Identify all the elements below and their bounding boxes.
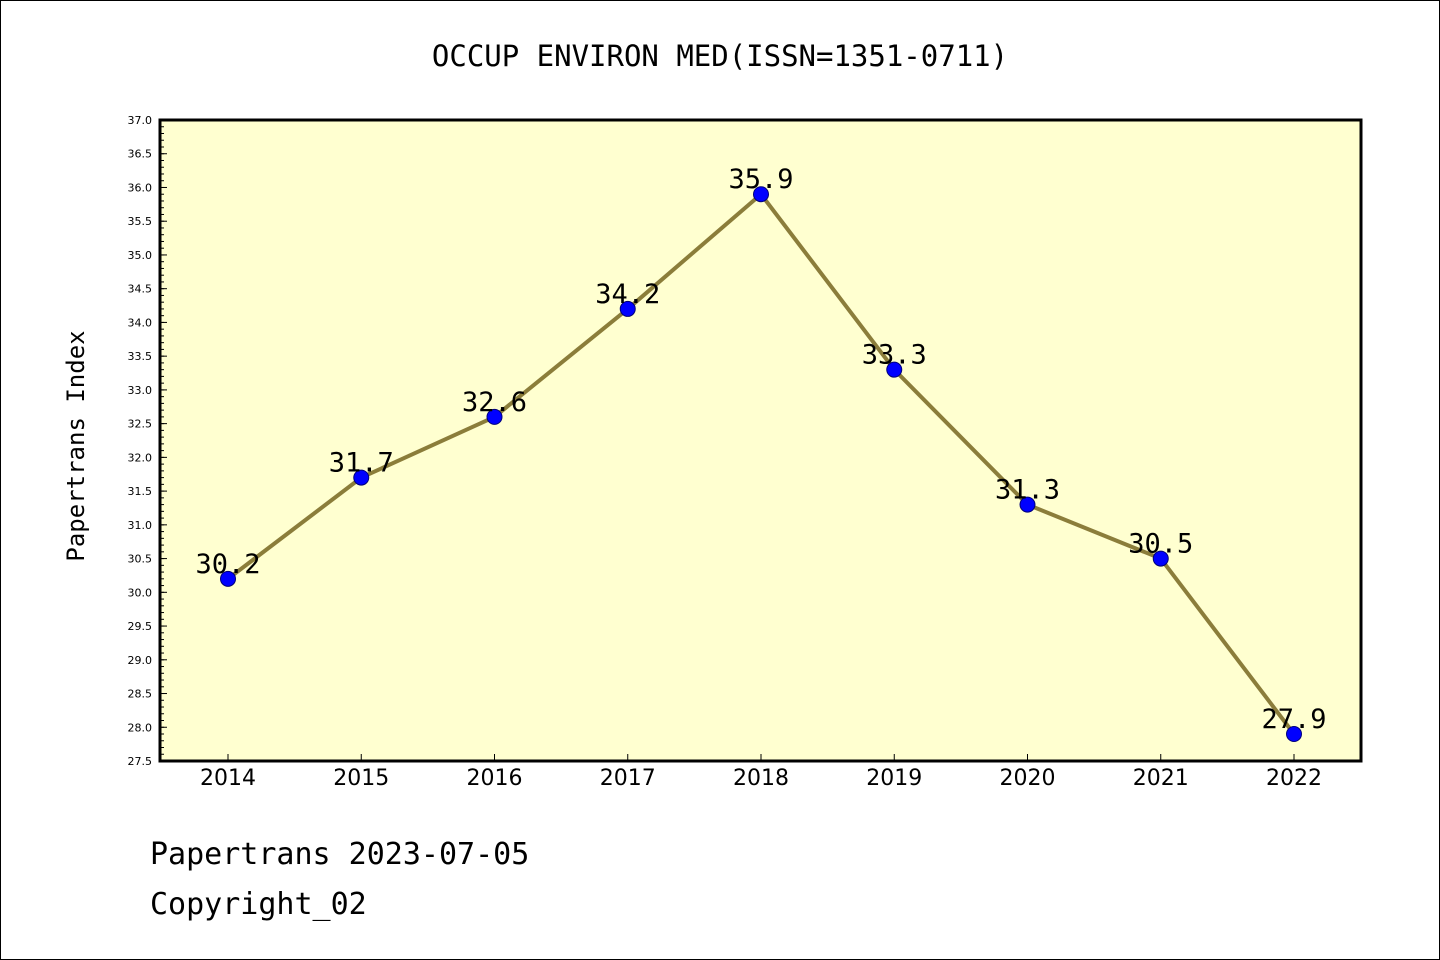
plot-area	[158, 118, 1363, 763]
data-label: 35.9	[728, 164, 793, 195]
data-point	[886, 361, 903, 378]
y-tick-label: 36.0	[128, 181, 153, 194]
y-tick-label: 30.5	[128, 553, 153, 566]
data-label: 30.2	[195, 549, 260, 580]
data-point	[486, 408, 503, 425]
y-tick-label: 36.5	[128, 148, 153, 161]
chart-title: OCCUP ENVIRON MED(ISSN=1351-0711)	[432, 39, 1008, 73]
data-label: 31.3	[995, 475, 1060, 506]
x-tick-label: 2015	[333, 766, 389, 791]
y-tick-label: 35.0	[128, 249, 153, 262]
data-point	[220, 570, 236, 587]
data-label: 32.6	[462, 387, 527, 418]
y-axis-label: Papertrans Index	[62, 330, 90, 561]
x-axis: 2014 2015 2016 2017 2018 2019 2020 2021 2022	[200, 754, 1322, 791]
data-label: 31.7	[329, 448, 394, 479]
x-tick-label: 2018	[733, 766, 789, 791]
data-point	[753, 186, 769, 203]
y-tick-label: 34.0	[128, 316, 153, 329]
y-tick-label: 30.0	[128, 586, 153, 599]
data-point	[1286, 726, 1302, 743]
footer-date: Papertrans 2023-07-05	[150, 837, 529, 872]
data-point	[619, 300, 636, 317]
x-tick-label: 2020	[1000, 766, 1056, 791]
y-tick-label: 29.0	[128, 654, 153, 667]
y-tick-label: 34.5	[128, 283, 153, 296]
data-label: 33.3	[862, 340, 927, 371]
y-tick-label: 31.5	[128, 485, 153, 498]
data-label: 34.2	[595, 279, 660, 310]
y-tick-label: 33.5	[128, 350, 153, 363]
x-tick-label: 2019	[866, 766, 922, 791]
y-tick-label: 28.5	[128, 688, 153, 701]
x-tick-label: 2016	[467, 766, 523, 791]
data-point	[1152, 550, 1169, 567]
x-tick-label: 2017	[600, 766, 656, 791]
y-tick-label: 29.5	[128, 620, 153, 633]
y-tick-label: 28.0	[128, 721, 153, 734]
data-label: 27.9	[1261, 704, 1326, 735]
x-tick-label: 2021	[1133, 766, 1189, 791]
y-tick-label: 32.5	[128, 418, 153, 431]
x-tick-label: 2022	[1266, 766, 1322, 791]
x-tick-label: 2014	[200, 766, 256, 791]
footer-copyright: Copyright_02	[150, 887, 367, 922]
data-series: 30.2 31.7 32.6 34.2 35.9 33.3 31.3 30.5 27.9	[195, 164, 1327, 743]
y-axis: 27.5 28.0 28.5 29.0 29.5 30.0 30.5 31.0 31.5 32.0…	[128, 114, 167, 768]
y-tick-label: 37.0	[128, 114, 153, 127]
y-tick-label: 27.5	[128, 755, 153, 768]
y-tick-label: 32.0	[128, 451, 153, 464]
data-label: 30.5	[1128, 529, 1193, 560]
data-point	[353, 469, 370, 486]
data-point	[1019, 496, 1036, 513]
y-tick-label: 35.5	[128, 215, 153, 228]
y-tick-label: 31.0	[128, 519, 153, 532]
y-tick-label: 33.0	[128, 384, 153, 397]
